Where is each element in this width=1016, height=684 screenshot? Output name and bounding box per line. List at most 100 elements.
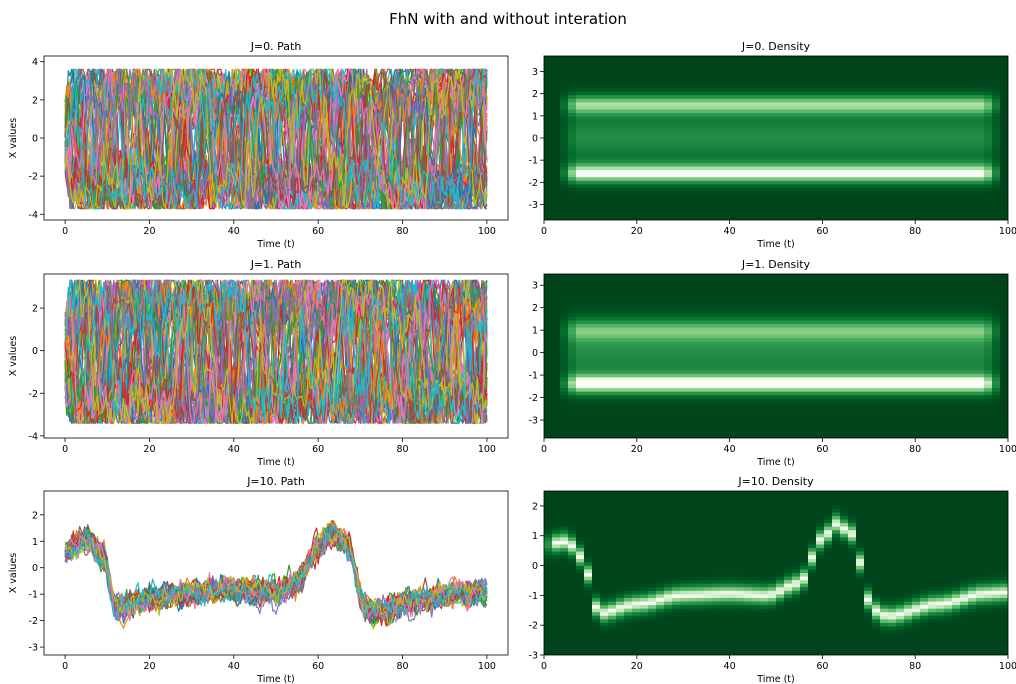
heatmap-cell xyxy=(896,212,905,218)
heatmap-cell xyxy=(744,373,753,378)
heatmap-cell xyxy=(1000,84,1008,89)
heatmap-cell xyxy=(856,102,865,107)
heatmap-cell xyxy=(568,331,577,336)
heatmap-cell xyxy=(912,170,921,175)
heatmap-cell xyxy=(600,166,609,171)
heatmap-cell xyxy=(592,341,601,346)
heatmap-cell xyxy=(864,281,873,286)
heatmap-cell xyxy=(784,413,793,418)
heatmap-cell xyxy=(568,363,577,368)
heatmap-cell xyxy=(936,216,945,220)
heatmap-cell xyxy=(776,409,785,414)
heatmap-cell xyxy=(624,384,633,389)
heatmap-cell xyxy=(784,405,793,411)
heatmap-cell xyxy=(816,88,825,93)
heatmap-cell xyxy=(824,405,833,411)
heatmap-cell xyxy=(624,170,633,175)
heatmap-cell xyxy=(880,162,889,168)
heatmap-cell xyxy=(784,384,793,389)
heatmap-cell xyxy=(848,148,857,153)
heatmap-cell xyxy=(912,148,921,153)
heatmap-cell xyxy=(608,184,617,189)
heatmap-cell xyxy=(552,395,561,400)
heatmap-cell xyxy=(688,359,697,364)
heatmap-cell xyxy=(800,70,809,75)
heatmap-cell xyxy=(664,384,673,389)
heatmap-cell xyxy=(696,323,705,329)
heatmap-cell xyxy=(592,334,601,339)
heatmap-cell xyxy=(848,331,857,336)
heatmap-cell xyxy=(656,102,665,107)
heatmap-cell xyxy=(816,395,825,400)
heatmap-cell xyxy=(800,416,809,421)
heatmap-cell xyxy=(792,170,801,175)
heatmap-cell xyxy=(568,345,577,350)
heatmap-cell xyxy=(584,187,593,193)
heatmap-cell xyxy=(600,274,609,279)
heatmap-cell xyxy=(568,302,577,307)
heatmap-cell xyxy=(904,373,913,378)
heatmap-cell xyxy=(728,145,737,150)
heatmap-cell xyxy=(776,306,785,311)
heatmap-cell xyxy=(968,148,977,153)
heatmap-cell xyxy=(768,180,777,185)
heatmap-cell xyxy=(640,306,649,311)
heatmap-cell xyxy=(624,281,633,286)
heatmap-cell xyxy=(760,177,769,182)
heatmap-cell xyxy=(800,77,809,82)
heatmap-cell xyxy=(792,277,801,282)
heatmap-cell xyxy=(672,363,681,368)
heatmap-cell xyxy=(672,180,681,185)
heatmap-cell xyxy=(688,216,697,220)
heatmap-cell xyxy=(736,109,745,114)
heatmap-cell xyxy=(664,98,673,103)
heatmap-cell xyxy=(640,198,649,203)
heatmap-cell xyxy=(808,116,817,121)
heatmap-cell xyxy=(672,105,681,111)
heatmap-cell xyxy=(768,380,777,386)
heatmap-cell xyxy=(656,402,665,407)
heatmap-cell xyxy=(824,173,833,178)
heatmap-cell xyxy=(840,162,849,168)
heatmap-cell xyxy=(624,323,633,329)
heatmap-cell xyxy=(800,127,809,132)
heatmap-cell xyxy=(680,423,689,428)
heatmap-cell xyxy=(544,184,553,189)
plot-area xyxy=(64,68,488,210)
heatmap-cell xyxy=(696,302,705,307)
heatmap-cell xyxy=(904,320,913,325)
heatmap-cell xyxy=(616,363,625,368)
heatmap-cell xyxy=(928,123,937,128)
heatmap-cell xyxy=(816,320,825,325)
heatmap-cell xyxy=(744,91,753,96)
heatmap-cell xyxy=(880,398,889,403)
heatmap-cell xyxy=(768,116,777,121)
heatmap-cell xyxy=(880,113,889,118)
heatmap-cell xyxy=(912,166,921,171)
heatmap-cell xyxy=(824,356,833,361)
heatmap-cell xyxy=(544,152,553,157)
heatmap-cell xyxy=(656,384,665,389)
heatmap-cell xyxy=(640,341,649,346)
heatmap-cell xyxy=(824,134,833,139)
heatmap-cell xyxy=(592,56,601,61)
heatmap-cell xyxy=(624,134,633,139)
heatmap-cell xyxy=(616,184,625,189)
heatmap-cell xyxy=(744,352,753,357)
heatmap-cell xyxy=(776,298,785,304)
heatmap-cell xyxy=(824,291,833,296)
heatmap-cell xyxy=(864,113,873,118)
heatmap-cell xyxy=(800,366,809,371)
heatmap-cell xyxy=(552,416,561,421)
heatmap-cell xyxy=(768,370,777,375)
heatmap-cell xyxy=(776,281,785,286)
heatmap-cell xyxy=(760,184,769,189)
heatmap-cell xyxy=(592,191,601,196)
heatmap-cell xyxy=(784,313,793,318)
heatmap-cell xyxy=(736,195,745,200)
heatmap-cell xyxy=(760,277,769,282)
heatmap-cell xyxy=(808,134,817,139)
heatmap-cell xyxy=(648,116,657,121)
heatmap-cell xyxy=(816,177,825,182)
heatmap-cell xyxy=(648,130,657,136)
